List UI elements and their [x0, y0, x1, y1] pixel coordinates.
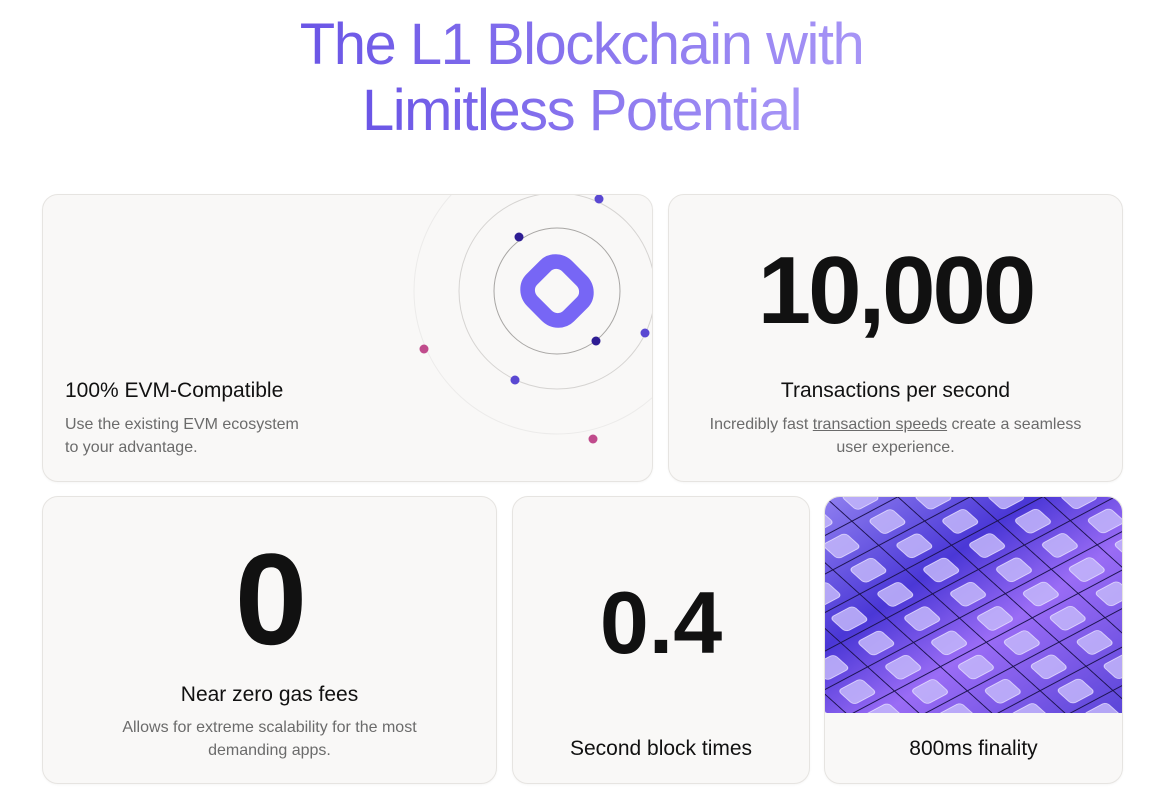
stat-value: 0.4: [599, 573, 723, 672]
card-heading: Near zero gas fees: [180, 683, 359, 706]
card-gas-fees: 0 Near zero gas fees Allows for extreme …: [42, 496, 497, 784]
page-title: The L1 Blockchain with Limitless Potenti…: [299, 12, 865, 143]
card-evm-compatible: 100% EVM-Compatible Use the existing EVM…: [42, 194, 653, 482]
card-description: to your advantage.: [65, 439, 198, 456]
stat-value: 10,000: [757, 237, 1037, 344]
card-heading: Transactions per second: [780, 379, 1011, 402]
card-block-times: 0.4 Second block times: [512, 496, 810, 784]
orbit-logo-icon: [413, 195, 652, 444]
stat-value: 0: [234, 526, 307, 672]
transaction-speeds-link[interactable]: transaction speeds: [812, 416, 948, 433]
card-description: Use the existing EVM ecosystem: [65, 416, 299, 433]
card-heading: 800ms finality: [909, 737, 1038, 760]
card-heading: 100% EVM-Compatible: [65, 379, 284, 402]
card-finality: 800ms finality: [824, 496, 1123, 784]
card-tps: 10,000 Transactions per second Incredibl…: [668, 194, 1123, 482]
card-heading: Second block times: [569, 737, 753, 760]
diamond-tile-grid-image: [825, 497, 1122, 713]
